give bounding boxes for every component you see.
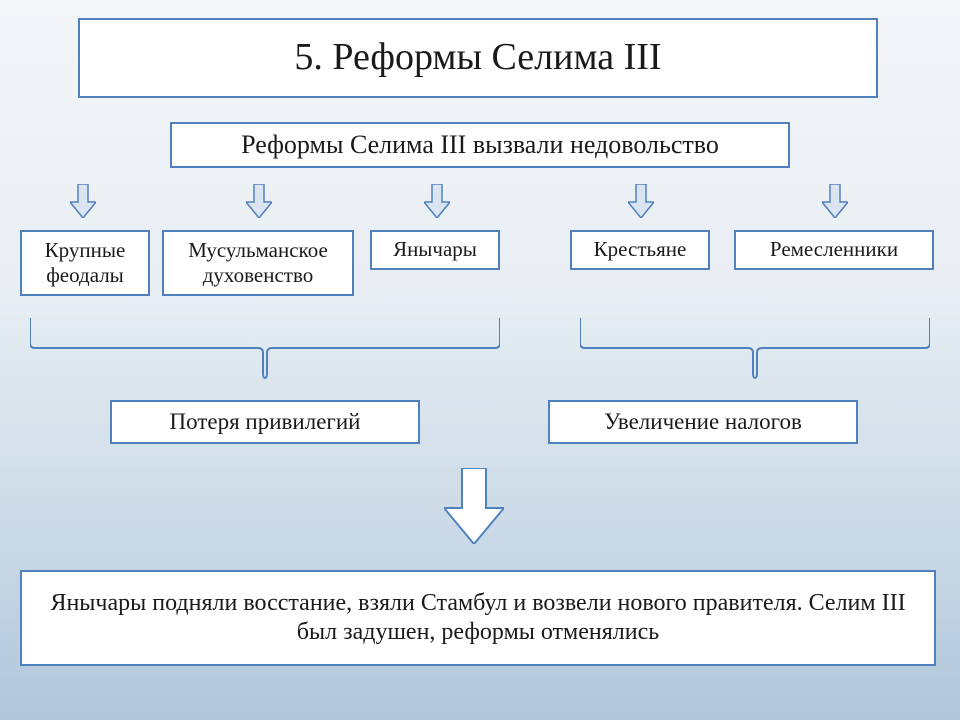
conclusion-text: Янычары подняли восстание, взяли Стамбул… xyxy=(38,589,918,647)
subtitle-box: Реформы Селима III вызвали недовольство xyxy=(170,122,790,168)
group-text-3: Крестьяне xyxy=(594,237,687,262)
arrow-big xyxy=(444,468,504,544)
group-box-0: Крупные феодалы xyxy=(20,230,150,296)
arrow-small-1 xyxy=(246,184,272,218)
title-text: 5. Реформы Селима III xyxy=(294,35,661,81)
brace-left xyxy=(30,318,500,383)
arrow-small-0 xyxy=(70,184,96,218)
group-text-4: Ремесленники xyxy=(770,237,898,262)
arrow-small-2 xyxy=(424,184,450,218)
reason-text-0: Потеря привилегий xyxy=(170,408,361,436)
group-box-2: Янычары xyxy=(370,230,500,270)
arrow-small-4 xyxy=(822,184,848,218)
group-box-1: Мусульманское духовенство xyxy=(162,230,354,296)
reason-box-0: Потеря привилегий xyxy=(110,400,420,444)
brace-right xyxy=(580,318,930,383)
group-box-3: Крестьяне xyxy=(570,230,710,270)
arrow-small-3 xyxy=(628,184,654,218)
reason-box-1: Увеличение налогов xyxy=(548,400,858,444)
subtitle-text: Реформы Селима III вызвали недовольство xyxy=(241,129,719,160)
title-box: 5. Реформы Селима III xyxy=(78,18,878,98)
group-box-4: Ремесленники xyxy=(734,230,934,270)
group-text-0: Крупные феодалы xyxy=(22,238,148,288)
group-text-1: Мусульманское духовенство xyxy=(164,238,352,288)
group-text-2: Янычары xyxy=(393,237,477,262)
reason-text-1: Увеличение налогов xyxy=(604,408,802,436)
conclusion-box: Янычары подняли восстание, взяли Стамбул… xyxy=(20,570,936,666)
